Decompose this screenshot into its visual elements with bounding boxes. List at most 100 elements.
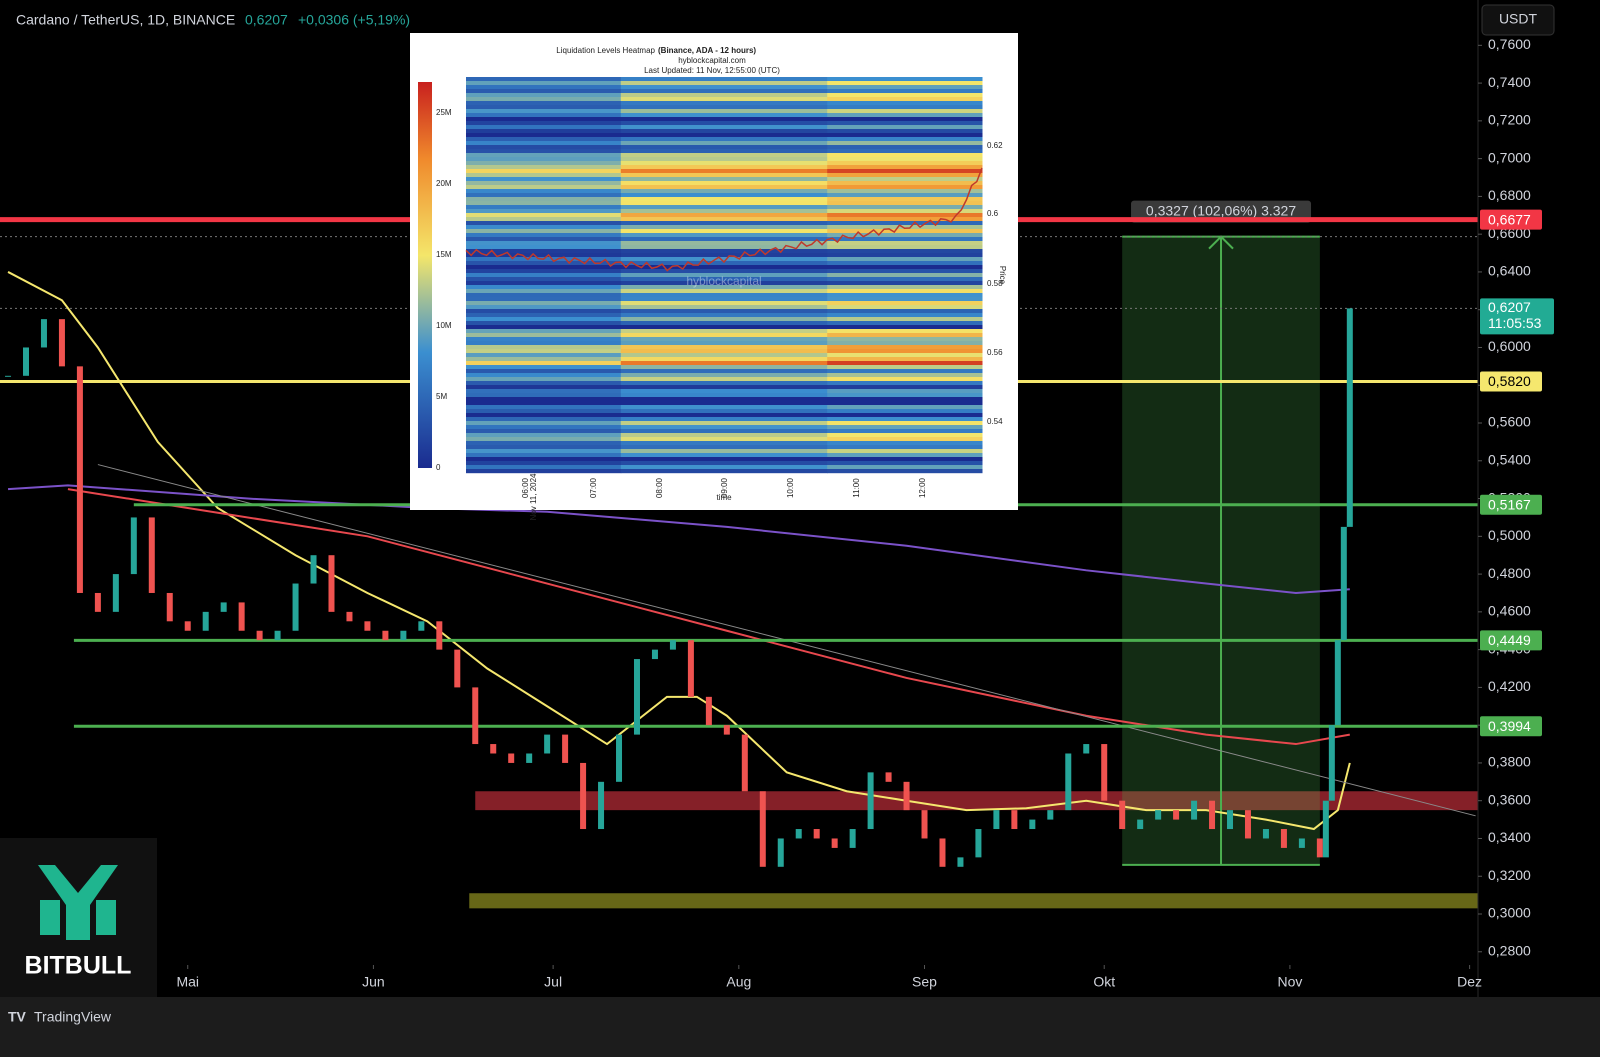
heat-cell xyxy=(466,269,622,274)
heat-cell xyxy=(466,121,622,126)
heat-cell xyxy=(466,273,622,278)
heat-cell xyxy=(620,149,828,154)
colorbar xyxy=(418,82,432,468)
heat-cell xyxy=(466,465,622,470)
heat-cell xyxy=(827,197,983,202)
heat-cell xyxy=(827,461,983,466)
heat-cell xyxy=(466,165,622,170)
y-tick-label: 0,4800 xyxy=(1488,565,1531,581)
inset-price-title: Price xyxy=(998,266,1007,285)
candle xyxy=(1191,800,1198,820)
heat-cell xyxy=(620,297,828,302)
heat-cell xyxy=(827,421,983,426)
heat-cell xyxy=(466,209,622,214)
candle xyxy=(939,838,946,867)
heat-cell xyxy=(620,365,828,370)
heat-cell xyxy=(620,197,828,202)
heat-cell xyxy=(827,253,983,258)
heat-cell xyxy=(827,221,983,226)
heat-cell xyxy=(466,345,622,350)
heat-cell xyxy=(466,205,622,210)
y-tick-label: 0,3600 xyxy=(1488,791,1531,807)
heat-cell xyxy=(466,325,622,330)
inset-time-label: 06:00 xyxy=(521,477,530,498)
heat-cell xyxy=(620,245,828,250)
inset-price-label: 0.54 xyxy=(987,417,1003,426)
heat-cell xyxy=(466,281,622,286)
heat-cell xyxy=(620,161,828,166)
candle xyxy=(292,583,299,631)
level-tag-label: 0,5167 xyxy=(1488,496,1531,512)
inset-time-label: 10:00 xyxy=(786,477,795,498)
heat-cell xyxy=(466,85,622,90)
candle xyxy=(903,781,910,811)
heat-cell xyxy=(827,165,983,170)
heat-cell xyxy=(827,385,983,390)
heat-cell xyxy=(466,301,622,306)
candle xyxy=(687,640,694,697)
candle xyxy=(1322,800,1329,858)
header-price: 0,6207 xyxy=(245,12,288,28)
heat-cell xyxy=(827,285,983,290)
inset-title-bold: (Binance, ADA - 12 hours) xyxy=(658,46,756,55)
candle xyxy=(238,602,245,631)
heat-cell xyxy=(827,141,983,146)
heat-cell xyxy=(466,241,622,246)
heat-cell xyxy=(620,113,828,118)
heat-cell xyxy=(827,317,983,322)
heat-cell xyxy=(466,401,622,406)
heat-cell xyxy=(466,161,622,166)
y-tick-label: 0,5000 xyxy=(1488,527,1531,543)
level-tag-label: 0,4449 xyxy=(1488,632,1531,648)
platform: TradingView xyxy=(34,1009,112,1025)
heat-cell xyxy=(827,417,983,422)
inset-price-label: 0.58 xyxy=(987,279,1003,288)
candle xyxy=(76,366,83,593)
heat-cell xyxy=(620,181,828,186)
candle xyxy=(1101,744,1108,801)
x-tick-label: Jul xyxy=(544,974,562,990)
candle xyxy=(1119,800,1126,830)
heat-cell xyxy=(466,453,622,458)
heat-cell xyxy=(827,149,983,154)
heatmap-price xyxy=(465,167,983,272)
heat-cell xyxy=(827,81,983,86)
heatmap-watermark: hyblockcapital xyxy=(686,274,761,288)
heat-cell xyxy=(466,413,622,418)
footer-bar xyxy=(0,997,1600,1057)
heat-cell xyxy=(620,85,828,90)
heat-cell xyxy=(620,457,828,462)
heat-cell xyxy=(466,145,622,150)
candle xyxy=(148,517,155,593)
heat-cell xyxy=(466,313,622,318)
heat-cell xyxy=(620,277,828,282)
currency-box[interactable] xyxy=(1481,4,1555,36)
heat-cell xyxy=(827,129,983,134)
heat-cell xyxy=(620,97,828,102)
heat-cell xyxy=(827,161,983,166)
heat-cell xyxy=(620,157,828,162)
level-tag xyxy=(1480,371,1542,392)
heat-cell xyxy=(620,257,828,262)
heat-cell xyxy=(466,297,622,302)
heat-cell xyxy=(620,321,828,326)
heat-cell xyxy=(466,317,622,322)
heat-cell xyxy=(466,81,622,86)
level-tag xyxy=(1480,716,1542,737)
heat-cell xyxy=(466,357,622,362)
heat-cell xyxy=(620,173,828,178)
heat-cell xyxy=(827,113,983,118)
candle xyxy=(1137,819,1144,830)
candle xyxy=(1029,819,1036,830)
inset-time-label: 11:00 xyxy=(852,478,861,498)
inset-time-label: 12:00 xyxy=(918,477,927,498)
heat-cell xyxy=(466,97,622,102)
heat-cell xyxy=(827,101,983,106)
heat-cell xyxy=(620,461,828,466)
inset-updated: Last Updated: 11 Nov, 12:55:00 (UTC) xyxy=(644,66,780,75)
heat-cell xyxy=(466,197,622,202)
heat-cell xyxy=(466,381,622,386)
heat-cell xyxy=(620,141,828,146)
candle xyxy=(957,857,964,867)
currency[interactable]: USDT xyxy=(1499,11,1538,27)
